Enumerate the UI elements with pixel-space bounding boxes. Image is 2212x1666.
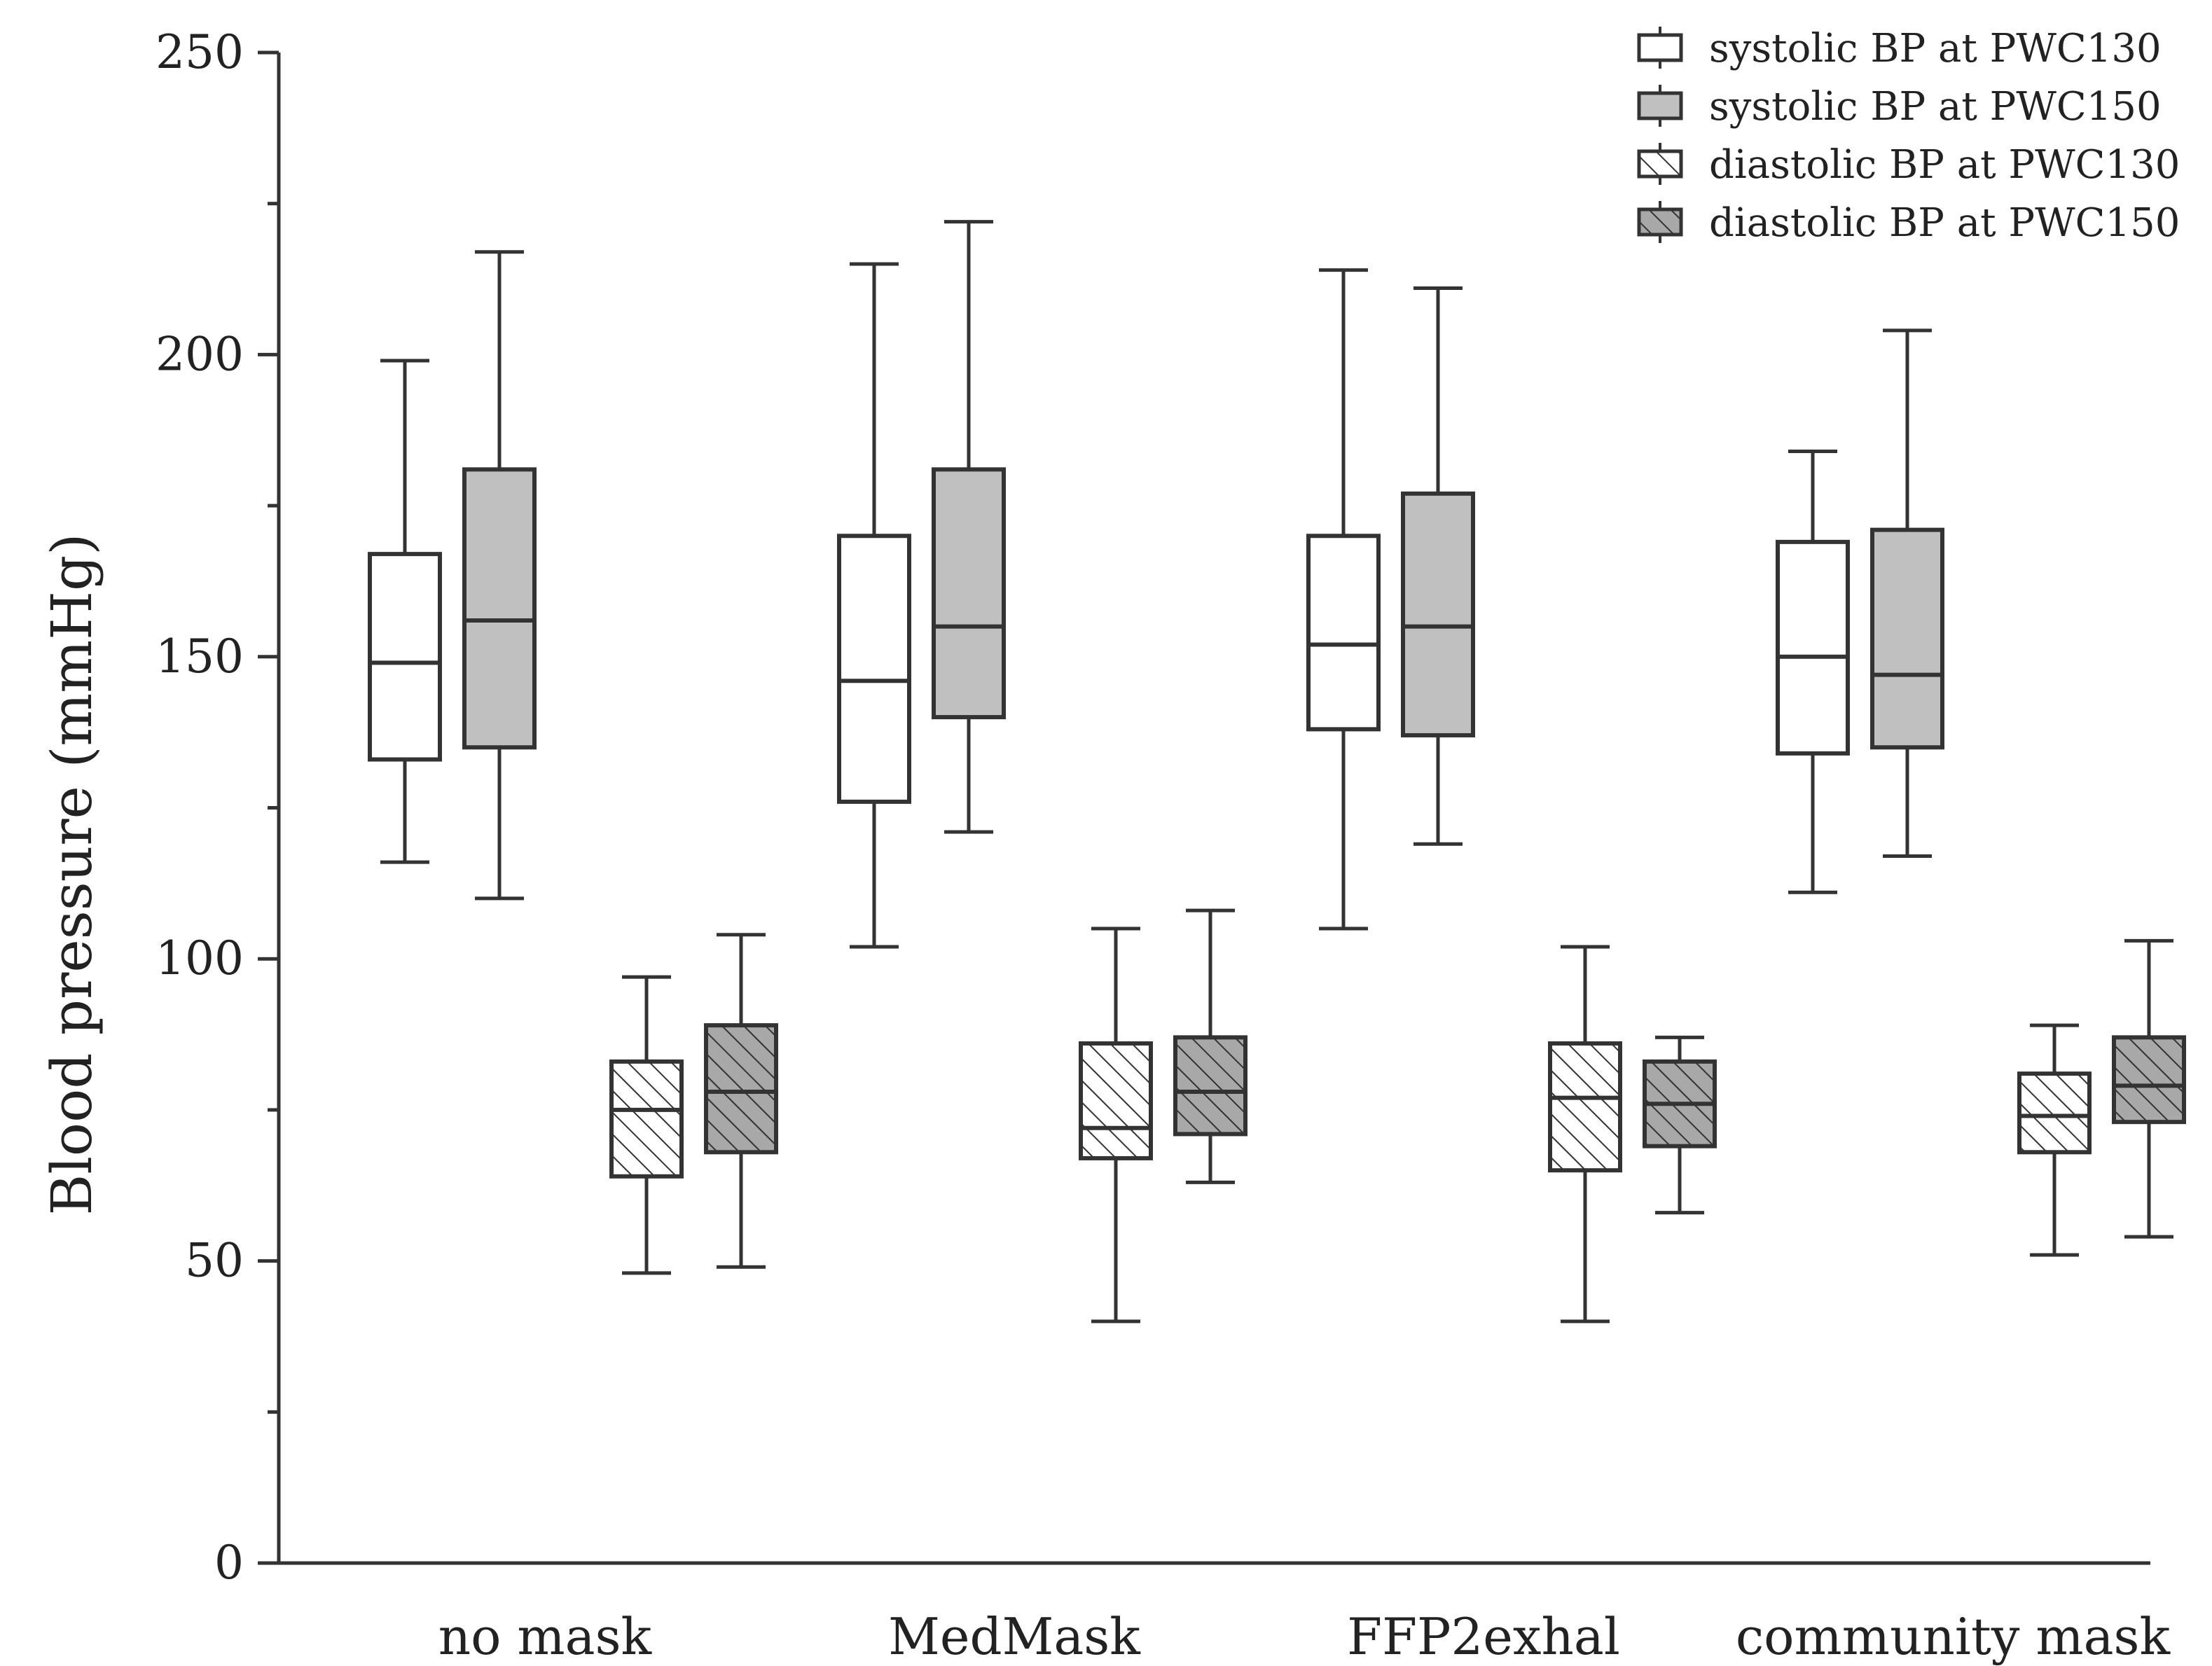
box-2-1 — [1079, 926, 1153, 1324]
box-2-0 — [609, 975, 684, 1275]
legend-item: systolic BP at PWC130 — [1637, 26, 2162, 71]
iqr-box — [1173, 1035, 1247, 1137]
iqr-box — [2112, 1035, 2186, 1125]
legend-swatch — [1637, 207, 1683, 237]
box-0-2 — [1306, 268, 1381, 931]
box-0-1 — [837, 262, 911, 949]
box-3-0 — [704, 933, 778, 1269]
y-tick-label: 50 — [185, 1234, 244, 1288]
iqr-box — [932, 467, 1006, 720]
y-tick-label: 150 — [155, 630, 244, 683]
iqr-box — [368, 552, 442, 762]
box-0-0 — [368, 359, 442, 864]
iqr-box — [1401, 491, 1475, 737]
x-category-label: community mask — [1736, 1607, 2171, 1666]
iqr-box — [704, 1023, 778, 1155]
box-1-3 — [1870, 328, 1944, 859]
legend-label: diastolic BP at PWC150 — [1709, 200, 2180, 246]
iqr-box — [1079, 1041, 1153, 1160]
iqr-box — [1870, 527, 1944, 750]
legend-label: systolic BP at PWC130 — [1709, 26, 2162, 71]
boxes — [368, 220, 2186, 1324]
box-2-2 — [1548, 945, 1622, 1324]
legend-item: diastolic BP at PWC130 — [1637, 142, 2180, 188]
box-3-1 — [1173, 908, 1247, 1184]
box-3-2 — [1643, 1035, 1717, 1215]
y-tick-label: 100 — [155, 931, 244, 985]
box-1-0 — [462, 250, 537, 901]
iqr-box — [609, 1059, 684, 1179]
axes: 0 50 100 150 200 250 Blood pressure (mmHg) no m… — [39, 25, 2171, 1666]
iqr-box — [1306, 534, 1381, 732]
legend-swatch — [1637, 91, 1683, 120]
iqr-box — [1776, 539, 1850, 756]
legend-item: diastolic BP at PWC150 — [1637, 200, 2180, 246]
iqr-box — [2017, 1071, 2092, 1155]
y-tick-label: 250 — [155, 25, 244, 79]
legend-item: systolic BP at PWC150 — [1637, 84, 2162, 130]
box-3-3 — [2112, 938, 2186, 1239]
box-2-3 — [2017, 1023, 2092, 1257]
legend: systolic BP at PWC130 systolic BP at PWC1… — [1637, 26, 2180, 246]
y-axis-title: Blood pressure (mmHg) — [39, 534, 104, 1216]
iqr-box — [1548, 1041, 1622, 1173]
iqr-box — [462, 467, 537, 750]
legend-swatch — [1637, 149, 1683, 179]
y-tick-label: 200 — [155, 327, 244, 381]
legend-label: systolic BP at PWC150 — [1709, 84, 2162, 130]
box-0-3 — [1776, 449, 1850, 894]
iqr-box — [837, 534, 911, 804]
legend-label: diastolic BP at PWC130 — [1709, 142, 2180, 188]
box-1-2 — [1401, 286, 1475, 846]
x-category-label: MedMask — [888, 1607, 1141, 1666]
y-tick-label: 0 — [214, 1536, 244, 1590]
legend-swatch — [1637, 33, 1683, 62]
x-category-label: no mask — [438, 1607, 653, 1666]
x-category-label: FFP2exhal — [1347, 1607, 1620, 1666]
box-1-1 — [932, 220, 1006, 834]
